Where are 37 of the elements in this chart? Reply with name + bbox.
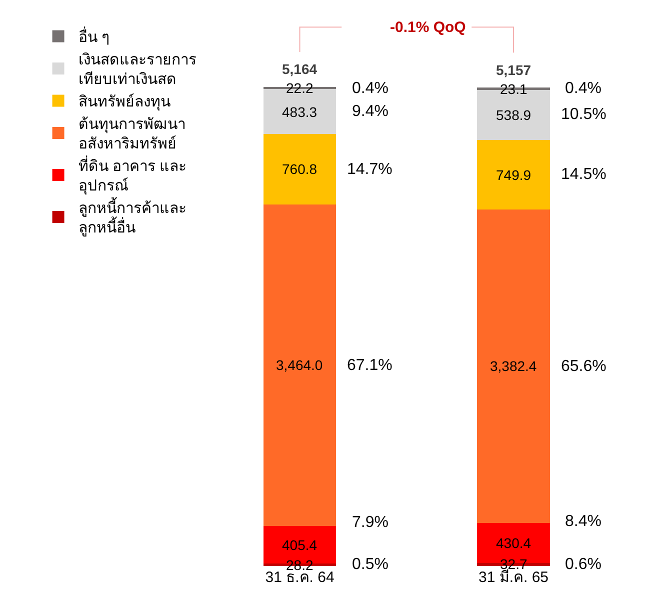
bar bbox=[263, 204, 336, 526]
annotation: 7.9% bbox=[352, 514, 388, 531]
data-label: 749.9 bbox=[496, 167, 532, 183]
data-label: 3,382.4 bbox=[490, 358, 537, 374]
legend-label: อื่น ๆ bbox=[78, 26, 110, 46]
data-label: 430.4 bbox=[496, 535, 532, 551]
data-label: 760.8 bbox=[282, 161, 318, 177]
data-label: 23.1 bbox=[500, 81, 528, 97]
bar bbox=[477, 209, 550, 524]
text: -0.1% QoQ bbox=[390, 19, 466, 36]
legend-label: ลูกหนี้การค้าและ ลูกหนี้อื่น bbox=[78, 197, 186, 237]
x-tick-label: 31 ธ.ค. 64 bbox=[265, 569, 334, 586]
bar bbox=[477, 140, 550, 210]
data-label: 483.3 bbox=[282, 104, 318, 120]
annotation: 0.6% bbox=[565, 556, 602, 573]
data-label: 22.2 bbox=[286, 80, 314, 96]
total-label: 5,157 bbox=[496, 62, 532, 78]
annotation: 0.5% bbox=[352, 556, 388, 573]
legend-label: ที่ดิน อาคาร และ อุปกรณ์ bbox=[78, 155, 187, 196]
data-label: 538.9 bbox=[496, 107, 532, 123]
annotation: 65.6% bbox=[561, 358, 606, 375]
annotation: 10.5% bbox=[561, 106, 606, 123]
total-label: 5,164 bbox=[282, 61, 318, 77]
annotation: 8.4% bbox=[565, 513, 602, 530]
annotation: 14.5% bbox=[561, 166, 606, 183]
annotation: 14.7% bbox=[347, 161, 392, 178]
data-label: 405.4 bbox=[282, 537, 318, 553]
bar bbox=[263, 134, 336, 204]
annotation: 67.1% bbox=[347, 357, 392, 374]
legend-label: เงินสดและรายการ เทียบเท่าเงินสด bbox=[78, 52, 196, 88]
data-label: 3,464.0 bbox=[276, 357, 323, 373]
legend-label: ต้นทุนการพัฒนา อสังหาริมทรัพย์ bbox=[78, 116, 186, 153]
annotation: 9.4% bbox=[352, 103, 388, 120]
annotation: 0.4% bbox=[565, 80, 602, 97]
x-tick-label: 31 มี.ค. 65 bbox=[478, 569, 549, 586]
legend-label: สินทรัพย์ลงทุน bbox=[78, 94, 170, 112]
annotation: 0.4% bbox=[352, 80, 388, 97]
